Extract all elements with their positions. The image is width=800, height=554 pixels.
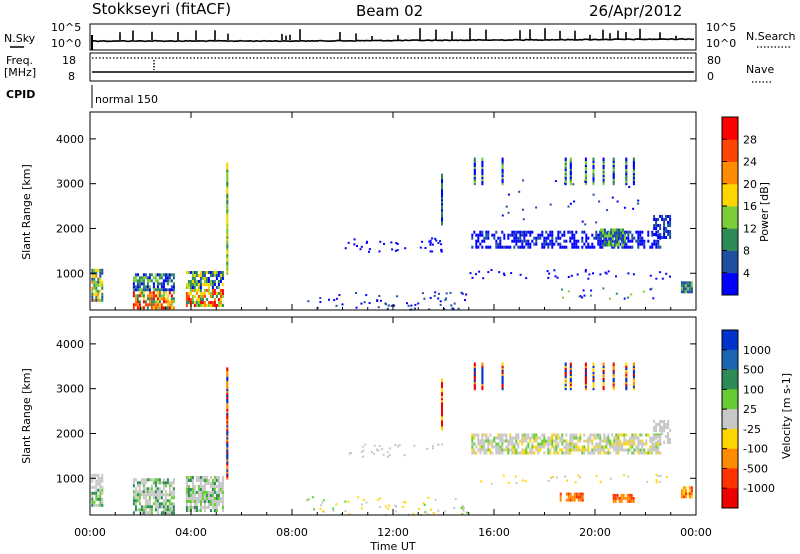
colorbar-tick-label: 100 (743, 383, 764, 396)
y-tick-label: 4000 (56, 133, 84, 146)
power-ylabel: Slant Range [km] (20, 164, 33, 260)
colorbar-swatch (722, 117, 738, 140)
colorbar-swatch (722, 183, 738, 207)
colorbar-tick-label: 8 (743, 245, 750, 258)
x-tick-label: 04:00 (175, 526, 207, 539)
colorbar-tick-label: 4 (743, 267, 750, 280)
velocity-colorbar-label: Velocity [m s-1] (780, 373, 793, 459)
colorbar-tick-label: -500 (743, 462, 768, 475)
date-title: 26/Apr/2012 (589, 2, 682, 20)
nave-label: Nave (746, 63, 774, 76)
nsearch-tick-bottom: 10^0 (706, 37, 736, 50)
colorbar-swatch (722, 272, 738, 296)
x-axis-label: Time UT (369, 540, 415, 553)
colorbar-swatch (722, 228, 738, 251)
x-tick-label: 12:00 (377, 526, 409, 539)
freq-panel (89, 52, 697, 82)
y-tick-label: 2000 (56, 427, 84, 440)
colorbar-tick-label: 25 (743, 403, 757, 416)
colorbar-tick-label: -1000 (743, 482, 775, 495)
colorbar-tick-label: 12 (743, 222, 757, 235)
nsky-tick-top: 10^5 (51, 21, 81, 34)
colorbar-tick-label: 16 (743, 200, 757, 213)
colorbar-tick-label: -25 (743, 423, 761, 436)
x-tick-label: 20:00 (579, 526, 611, 539)
colorbar-swatch (722, 428, 738, 450)
beam-title: Beam 02 (356, 2, 423, 20)
colorbar-tick-label: 28 (743, 133, 757, 146)
x-tick-label: 16:00 (478, 526, 510, 539)
colorbar-tick-label: 1000 (743, 344, 771, 357)
colorbar-swatch (722, 369, 738, 390)
colorbar-swatch (722, 330, 738, 351)
colorbar-tick-label: -100 (743, 443, 768, 456)
nsearch-tick-top: 10^5 (706, 21, 736, 34)
freq-tick-bottom: 8 (68, 70, 75, 83)
y-tick-label: 1000 (56, 472, 84, 485)
x-tick-label: 00:00 (74, 526, 106, 539)
power-colorbar-label: Power [dB] (758, 182, 771, 242)
nsky-label: N.Sky (4, 32, 36, 45)
colorbar-swatch (722, 161, 738, 185)
colorbar-swatch (722, 139, 738, 162)
x-tick-label: 00:00 (680, 526, 712, 539)
x-axis: 00:00 04:00 08:00 12:00 16:00 20:00 00:00 (74, 112, 712, 539)
colorbar-swatch (722, 349, 738, 371)
station-title: Stokkseyri (fitACF) (92, 0, 231, 18)
colorbar-swatch (722, 206, 738, 229)
nsky-tick-bottom: 10^0 (51, 37, 81, 50)
nsky-panel (89, 23, 697, 51)
nave-tick-bottom: 0 (707, 70, 714, 83)
cpid-label: CPID (6, 88, 35, 101)
freq-unit-label: [MHz] (4, 66, 36, 79)
colorbar-tick-label: 500 (743, 364, 764, 377)
freq-tick-top: 18 (62, 54, 76, 67)
velocity-panel: 1000 2000 3000 4000 (56, 316, 697, 516)
power-panel: 1000 2000 3000 4000 (56, 111, 697, 311)
cpid-mode: normal 150 (95, 93, 158, 106)
y-tick-label: 1000 (56, 267, 84, 280)
colorbar-tick-label: 20 (743, 178, 757, 191)
y-tick-label: 4000 (56, 338, 84, 351)
y-tick-label: 2000 (56, 222, 84, 235)
colorbar-swatch (722, 250, 738, 274)
nave-tick-top: 80 (707, 54, 721, 67)
colorbar-swatch (722, 389, 738, 410)
velocity-ylabel: Slant Range [km] (20, 368, 33, 464)
velocity-colorbar: 1000 500 100 25 -25 -100 -500 -1000 (721, 329, 775, 509)
y-tick-label: 3000 (56, 383, 84, 396)
colorbar-swatch (722, 468, 738, 489)
x-tick-label: 08:00 (276, 526, 308, 539)
nsearch-label: N.Search (746, 30, 796, 43)
colorbar-swatch (722, 448, 738, 469)
y-tick-label: 3000 (56, 178, 84, 191)
colorbar-swatch (722, 488, 738, 509)
colorbar-tick-label: 24 (743, 156, 757, 169)
colorbar-swatch (722, 409, 738, 430)
freq-label: Freq. (6, 54, 33, 67)
power-colorbar: 4 8 12 16 20 24 28 (721, 116, 757, 296)
